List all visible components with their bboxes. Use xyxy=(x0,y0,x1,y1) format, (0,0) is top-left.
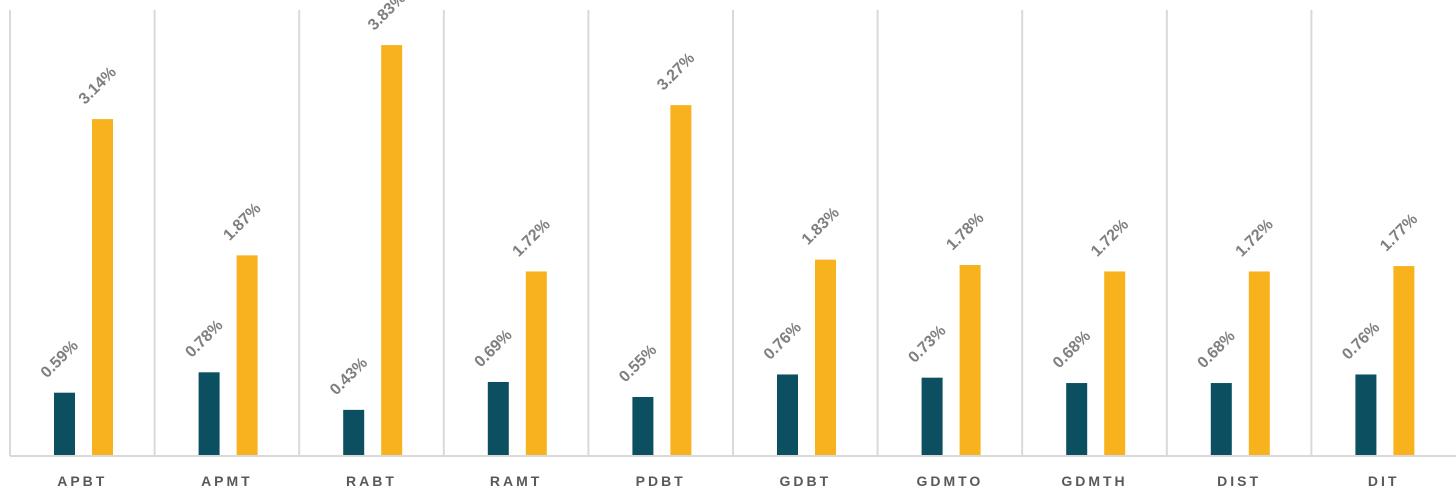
category-label-dit: DIT xyxy=(1368,473,1400,489)
bar-apmt-series-1 xyxy=(198,372,220,456)
value-label: 3.27% xyxy=(654,50,698,94)
category-labels-group: APBT APMT RABT RAMT PDBT GDBT GDMTO GDMTH DIST DI… xyxy=(57,473,1400,489)
bar-gdbt-series-1 xyxy=(777,374,798,456)
bar-rabt-series-2 xyxy=(381,45,403,456)
value-label: 0.59% xyxy=(38,337,82,381)
category-label-pdbt: PDBT xyxy=(636,473,686,489)
value-label: 0.76% xyxy=(761,319,805,363)
bar-dist-series-2 xyxy=(1248,271,1270,456)
bar-rabt-series-1 xyxy=(343,409,365,456)
bar-gdbt-series-2 xyxy=(815,259,836,456)
value-label: 1.87% xyxy=(220,200,264,244)
bar-gdmth-series-1 xyxy=(1066,383,1088,456)
category-label-rabt: RABT xyxy=(346,473,397,489)
value-label: 0.43% xyxy=(327,355,371,399)
category-label-gdmto: GDMTO xyxy=(916,473,983,489)
bar-dist-series-1 xyxy=(1210,383,1232,456)
bars-group xyxy=(54,45,1415,457)
category-separators xyxy=(9,10,1313,456)
bar-apbt-series-2 xyxy=(92,119,113,457)
category-label-dist: DIST xyxy=(1217,473,1261,489)
category-label-gdbt: GDBT xyxy=(779,473,831,489)
bar-gdmto-series-1 xyxy=(921,377,943,456)
value-label: 1.72% xyxy=(1233,216,1277,260)
category-label-apbt: APBT xyxy=(57,473,107,489)
bar-apbt-series-1 xyxy=(54,392,75,456)
value-label: 1.83% xyxy=(799,204,843,248)
category-label-ramt: RAMT xyxy=(490,473,542,489)
bar-pdbt-series-2 xyxy=(670,105,692,457)
value-label: 0.69% xyxy=(472,327,516,371)
value-label: 1.77% xyxy=(1377,211,1421,255)
value-label: 0.78% xyxy=(182,317,226,361)
category-label-gdmth: GDMTH xyxy=(1061,473,1127,489)
bar-ramt-series-1 xyxy=(487,381,509,456)
value-label: 0.55% xyxy=(616,342,660,386)
value-label: 3.83% xyxy=(365,0,409,34)
value-label: 1.78% xyxy=(943,210,987,254)
value-label: 0.68% xyxy=(1050,328,1094,372)
value-label: 1.72% xyxy=(1088,216,1132,260)
bar-ramt-series-2 xyxy=(525,271,547,456)
value-label: 1.72% xyxy=(510,216,554,260)
value-label: 0.76% xyxy=(1339,319,1383,363)
bar-pdbt-series-1 xyxy=(632,396,654,456)
bar-dit-series-2 xyxy=(1393,266,1415,456)
bar-gdmto-series-2 xyxy=(959,265,981,456)
bar-dit-series-1 xyxy=(1355,374,1377,456)
bar-gdmth-series-2 xyxy=(1104,271,1126,456)
category-label-apmt: APMT xyxy=(201,473,253,489)
value-label: 0.68% xyxy=(1195,328,1239,372)
bar-apmt-series-2 xyxy=(236,255,258,456)
value-label: 3.14% xyxy=(76,64,120,108)
value-label: 0.73% xyxy=(905,322,949,366)
